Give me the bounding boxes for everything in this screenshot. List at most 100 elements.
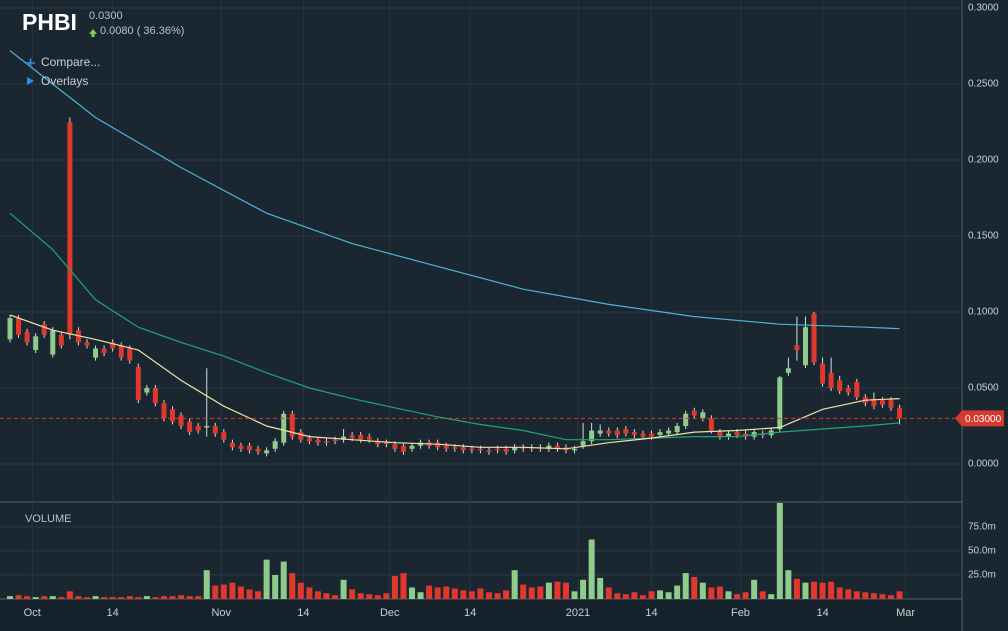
volume-bar — [237, 586, 244, 599]
candle-body — [323, 441, 329, 443]
volume-bar — [597, 577, 604, 599]
y-tick-label: 0.0500 — [968, 383, 999, 394]
volume-bar — [511, 570, 518, 599]
y-tick-label: 0.0000 — [968, 459, 999, 470]
volume-bar — [152, 597, 159, 599]
candle-body — [631, 432, 637, 436]
volume-bar — [554, 581, 561, 599]
volume-bar — [263, 559, 270, 599]
candle-body — [486, 450, 492, 452]
candle-body — [520, 447, 526, 449]
candle-body — [580, 441, 586, 446]
candle-body — [811, 313, 817, 363]
candle-body — [657, 432, 663, 436]
volume-bar — [332, 595, 339, 599]
compare-label[interactable]: Compare... — [41, 55, 100, 69]
candle-body — [50, 330, 56, 355]
labels: 0.0000 0.0500 0.1000 0.1500 0.2000 0.2500 0.30… — [24, 3, 1004, 619]
candle-body — [597, 430, 603, 434]
candle-body — [854, 381, 860, 398]
volume-bar — [66, 591, 73, 599]
candle-body — [897, 407, 903, 419]
volume-bar — [503, 590, 510, 599]
volume-bar — [460, 590, 467, 599]
x-tick-label: Nov — [211, 607, 231, 619]
volume-bar — [768, 594, 775, 599]
volume-bar — [571, 591, 578, 599]
volume-bar — [793, 578, 800, 599]
volume-bar — [289, 573, 296, 599]
candle-body — [700, 412, 706, 419]
date-axis-bg — [0, 599, 962, 631]
volume-bar — [374, 595, 381, 599]
volume-bar — [41, 596, 48, 599]
volume-bar — [229, 582, 236, 599]
candle-body — [802, 327, 808, 366]
volume-bar — [75, 596, 82, 599]
volume-bar — [708, 587, 715, 599]
volume-title: VOLUME — [25, 513, 71, 525]
volume-bar — [212, 585, 219, 599]
candle-body — [238, 445, 244, 449]
candle-body — [683, 413, 689, 426]
volume-bar — [477, 588, 484, 599]
candle-body — [554, 445, 560, 449]
volume-bar — [306, 587, 313, 599]
volume-bar — [383, 593, 390, 599]
volume-bar — [417, 592, 424, 599]
volume-bar — [657, 590, 664, 599]
candle-body — [24, 331, 30, 343]
volume-bar — [443, 586, 450, 599]
volume-bar — [272, 575, 279, 599]
marks — [0, 50, 962, 599]
volume-bar — [169, 596, 176, 599]
compare-button[interactable]: Compare... — [26, 55, 100, 69]
x-tick-label: 2021 — [566, 607, 590, 619]
x-tick-label: Mar — [896, 607, 915, 619]
volume-bar — [562, 582, 569, 599]
candle-body — [366, 436, 372, 440]
volume-tick-label: 75.0m — [968, 522, 996, 533]
candle-body — [341, 436, 347, 440]
volume-bar — [682, 573, 689, 599]
candle-body — [144, 387, 150, 393]
volume-bar — [853, 591, 860, 599]
x-tick-label: 14 — [107, 607, 119, 619]
volume-bar — [92, 596, 99, 599]
overlays-button[interactable]: Overlays — [27, 74, 88, 88]
volume-bar — [468, 591, 475, 599]
volume-bar — [819, 582, 826, 599]
volume-bar — [580, 579, 587, 599]
volume-bar — [409, 587, 416, 599]
volume-bar — [537, 586, 544, 599]
candle-body — [178, 415, 184, 426]
candle-body — [614, 430, 620, 436]
volume-tick-label: 50.0m — [968, 546, 996, 557]
candle-body — [41, 324, 47, 335]
candle-body — [512, 447, 518, 451]
y-tick-label: 0.2000 — [968, 155, 999, 166]
volume-bar — [297, 582, 304, 599]
volume-bar — [811, 581, 818, 599]
y-tick-label: 0.2500 — [968, 79, 999, 90]
volume-bar — [434, 587, 441, 599]
candle-body — [837, 380, 843, 392]
candle-body — [7, 318, 13, 340]
candle-body — [67, 122, 73, 335]
candle-body — [101, 348, 107, 354]
candle-body — [734, 432, 740, 436]
candle-body — [281, 413, 287, 443]
volume-bar — [528, 587, 535, 599]
y-tick-label: 0.1500 — [968, 231, 999, 242]
candle-body — [58, 334, 64, 346]
overlays-label[interactable]: Overlays — [41, 74, 88, 88]
volume-bar — [203, 570, 210, 599]
x-tick-label: Dec — [380, 607, 400, 619]
candle-body — [255, 448, 261, 452]
volume-bar — [862, 592, 869, 599]
volume-bar — [49, 596, 56, 599]
candle-body — [33, 336, 39, 350]
volume-bar — [631, 592, 638, 599]
x-tick-label: Oct — [24, 607, 41, 619]
